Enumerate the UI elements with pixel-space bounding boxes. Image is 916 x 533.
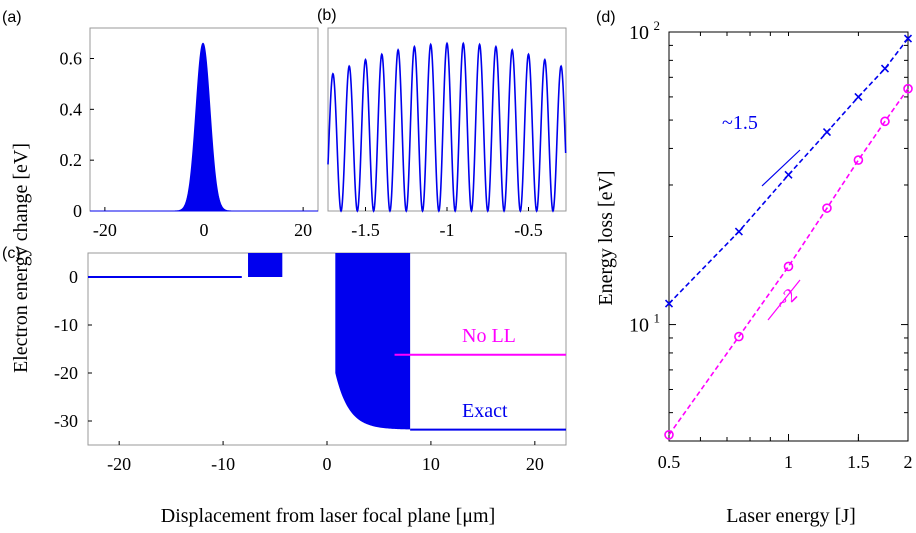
panel-label-a: (a) [2, 9, 22, 26]
panel-c-plot: -20 -10 0 10 20 0 -10 -20 -30 [54, 252, 567, 474]
panel-d-x-tick-label: 1.5 [847, 452, 870, 472]
panel-d-x-marker [903, 34, 913, 43]
panel-d-plot: 0.5 1 1.5 2 10 1 10 2 [629, 18, 913, 472]
panel-d-x-axis-label: Laser energy [J] [726, 505, 856, 527]
panel-c-exact-band [335, 253, 411, 430]
panel-d-circle-marker [783, 261, 794, 272]
panel-c-y-tick-label: 0 [69, 267, 78, 287]
panel-d-x-marker [664, 299, 674, 308]
panel-b-x-tick-label: -1 [440, 220, 455, 240]
panel-c-x-tick-label: -20 [107, 454, 131, 474]
panel-a-x-tick-label: -20 [93, 220, 117, 240]
panel-d-circle-marker [734, 331, 744, 342]
panel-d-x-tick-label: 0.5 [658, 452, 681, 472]
panel-d-circle-marker [880, 116, 890, 127]
panel-b-x-tick-label: -1.5 [351, 220, 380, 240]
panel-b-x-tick-label: -0.5 [514, 220, 543, 240]
left-y-axis-label: Electron energy change [eV] [10, 143, 32, 373]
panel-b-series-line [327, 41, 567, 213]
panel-d-y-tick-exponent: 1 [654, 311, 661, 326]
series-label-exact: Exact [462, 400, 508, 422]
panel-d-y-tick-label: 10 [629, 22, 649, 44]
panel-label-c: (c) [2, 245, 21, 262]
panel-d-x-tick-label: 2 [904, 452, 913, 472]
panel-a-y-tick-label: 0.6 [60, 49, 83, 69]
panel-c-y-tick-label: -10 [54, 315, 78, 335]
panel-d-y-axis-label: Energy loss [eV] [595, 170, 617, 305]
panel-a-y-tick-label: 0.2 [60, 150, 83, 170]
panel-c-y-tick-label: -30 [54, 411, 78, 431]
slope-label-1-5: ~1.5 [722, 112, 758, 134]
panel-b-plot: -1.5 -1 -0.5 [327, 27, 567, 240]
panel-a-x-tick-label: 20 [294, 220, 312, 240]
panel-d-x-marker [880, 64, 890, 73]
panel-d-circle-marker [822, 203, 832, 213]
panel-c-x-tick-label: 20 [526, 454, 544, 474]
panel-a-y-tick-label: 0.4 [60, 99, 83, 119]
panel-c-x-tick-label: -10 [211, 454, 235, 474]
panel-a-x-tick-label: 0 [200, 220, 209, 240]
panel-d-series-line-0 [668, 38, 909, 305]
panel-d-x-marker [784, 170, 793, 179]
panel-c-x-tick-label: 0 [323, 454, 332, 474]
panel-d-x-tick-label: 1 [784, 452, 793, 472]
panel-d-circle-marker [903, 83, 913, 94]
panel-a-plot: -20 0 20 0 0.2 0.4 0.6 [60, 27, 319, 240]
panel-d-frame [668, 31, 909, 442]
panel-c-y-tick-label: -20 [54, 363, 78, 383]
panel-a-y-tick-label: 0 [73, 201, 82, 221]
panel-d-y-tick-label: 10 [629, 315, 649, 337]
panel-c-series-group [88, 253, 566, 431]
panel-d-y-tick-exponent: 2 [654, 18, 661, 33]
panel-d-series-line-1 [668, 88, 909, 436]
bottom-x-axis-label: Displacement from laser focal plane [μm] [161, 505, 495, 527]
panel-label-d: (d) [596, 9, 616, 26]
panel-d-circle-marker [853, 155, 864, 165]
slope-indicator-2 [767, 279, 801, 321]
series-label-no-ll: No LL [462, 325, 516, 347]
panel-d-x-marker [734, 227, 743, 236]
slope-indicator-1-5 [761, 149, 801, 187]
panel-a-series-area [90, 42, 318, 212]
panel-b-frame [327, 27, 567, 212]
panel-d-x-marker [822, 127, 832, 137]
panel-label-b: (b) [317, 7, 337, 24]
panel-c-x-tick-label: 10 [422, 454, 440, 474]
panel-d-x-marker [854, 92, 863, 101]
panel-d-circle-marker [664, 430, 674, 440]
panel-c-exact-early-band [248, 253, 283, 277]
